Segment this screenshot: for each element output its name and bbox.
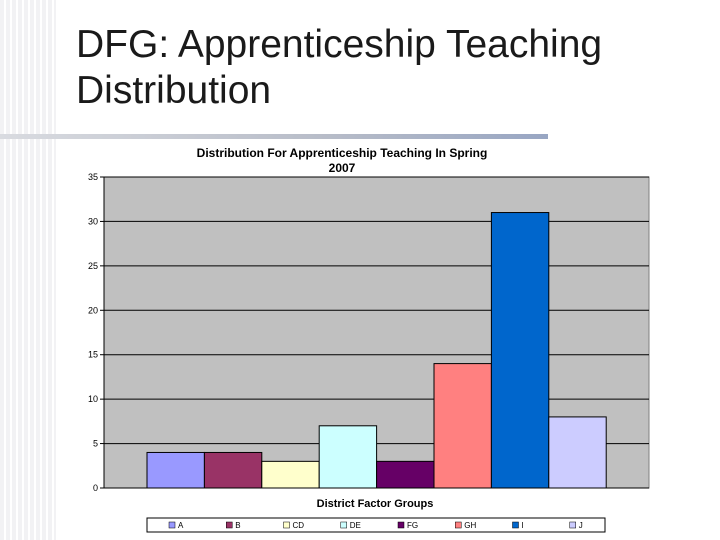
legend-swatch-b <box>226 521 233 529</box>
y-tick-label: 30 <box>88 216 98 226</box>
y-tick-label: 25 <box>88 261 98 271</box>
title-divider <box>0 134 548 139</box>
legend-label-b: B <box>235 521 240 530</box>
y-tick-label: 10 <box>88 394 98 404</box>
y-tick-label: 0 <box>93 483 98 493</box>
chart-title: Distribution For Apprenticeship Teaching… <box>197 146 488 175</box>
bar-gh <box>433 363 492 489</box>
legend-box <box>146 517 606 533</box>
bar-de <box>318 425 378 489</box>
bar-i <box>490 212 550 489</box>
bar-b <box>203 451 263 489</box>
legend-label-de: DE <box>350 521 361 530</box>
legend-swatch-fg <box>397 521 405 529</box>
bar-fg <box>376 460 435 489</box>
legend-label-fg: FG <box>407 521 418 530</box>
legend-label-j: J <box>579 521 583 530</box>
legend-label-i: I <box>522 521 524 530</box>
chart-title-line: 2007 <box>329 161 356 175</box>
legend-swatch-gh <box>455 521 462 529</box>
legend-swatch-cd <box>283 521 290 529</box>
bars <box>146 212 607 489</box>
legend-swatch-a <box>168 521 176 529</box>
bar-a <box>146 451 205 489</box>
slide-title: DFG: Apprenticeship Teaching Distributio… <box>76 23 603 112</box>
legend-swatch-i <box>512 521 519 529</box>
y-tick-label: 35 <box>88 172 98 182</box>
legend-label-a: A <box>178 521 184 530</box>
legend-swatch-de <box>340 521 347 529</box>
legend-label-cd: CD <box>293 521 305 530</box>
legend: A B CD DE FG GH I J <box>146 517 606 533</box>
y-tick-label: 5 <box>93 439 98 449</box>
y-tick-label: 20 <box>88 305 98 315</box>
bar-cd <box>261 460 320 489</box>
chart-title-line: Distribution For Apprenticeship Teaching… <box>197 146 488 160</box>
bar-j <box>548 416 607 489</box>
x-axis-label: District Factor Groups <box>317 498 434 510</box>
legend-swatch-j <box>569 521 576 529</box>
y-tick-label: 15 <box>88 350 98 360</box>
legend-label-gh: GH <box>464 521 476 530</box>
decorative-stripes <box>0 0 56 540</box>
